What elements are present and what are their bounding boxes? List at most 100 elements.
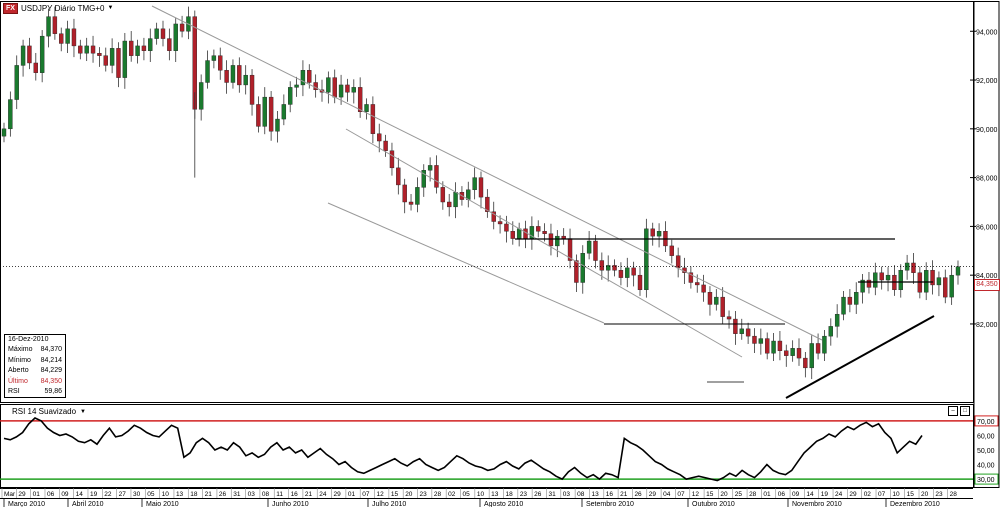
candle-body (745, 328, 751, 337)
y-tick-label: 86,000 (976, 224, 998, 231)
x-day-label: 15 (907, 491, 915, 498)
candle-body (860, 279, 865, 293)
x-day-label: 13 (591, 491, 599, 498)
x-day-label: 31 (548, 491, 556, 498)
x-day-label: 23 (520, 491, 528, 498)
x-day-label: 12 (377, 491, 385, 498)
candle-body (472, 177, 477, 191)
candle-body (936, 277, 942, 286)
x-day-label: 26 (634, 491, 642, 498)
candle-body (656, 231, 662, 237)
info-row-open: Aberto 84,229 (8, 367, 62, 375)
x-month-label: Outubro 2010 (692, 501, 735, 507)
x-day-label: 04 (663, 491, 671, 498)
x-month-label: Abril 2010 (72, 501, 104, 507)
candle-body (128, 40, 134, 56)
candle-body (485, 196, 490, 212)
candle-body (777, 340, 783, 351)
candle-body (78, 45, 83, 54)
candle-body (389, 150, 395, 169)
rsi-level-label: 40,00 (977, 463, 995, 470)
candle-body (122, 40, 128, 78)
candle-body (675, 255, 681, 269)
candle-body (154, 28, 159, 39)
candle-body (841, 296, 846, 315)
candle-body (536, 226, 541, 232)
candle-body (84, 45, 89, 54)
x-day-label: 26 (534, 491, 542, 498)
rsi-title-text: RSI 14 Suavizado (12, 407, 77, 416)
rsi-level-label: 60,00 (977, 433, 995, 440)
x-month-label: Julho 2010 (372, 501, 406, 507)
info-row-max: Máximo 84,370 (8, 346, 62, 354)
x-day-label: 05 (147, 491, 155, 498)
candle-body (211, 55, 217, 61)
x-day-label: 07 (878, 491, 886, 498)
candle-body (421, 170, 426, 188)
x-day-label: 21 (620, 491, 628, 498)
candle-body (707, 292, 713, 305)
candle-body (752, 335, 757, 344)
x-day-label: 14 (806, 491, 814, 498)
x-day-label: 20 (405, 491, 413, 498)
minimize-icon[interactable]: – (948, 406, 958, 416)
y-tick-label: 94,000 (976, 29, 998, 36)
x-month-label: Setembro 2010 (586, 501, 634, 507)
chevron-down-icon[interactable]: ▼ (80, 408, 86, 415)
x-day-label: 09 (61, 491, 69, 498)
candle-body (198, 82, 204, 110)
rsi-line (3, 417, 923, 482)
candle-body (650, 228, 655, 237)
candle-body (97, 53, 102, 56)
x-day-label: 08 (577, 491, 585, 498)
candle-body (300, 70, 306, 86)
candle-body (815, 343, 821, 354)
candle-body (224, 70, 229, 83)
rising-support-line (785, 315, 935, 399)
rsi-level-label: 50,00 (977, 448, 995, 455)
rsi-panel-title[interactable]: RSI 14 Suavizado ▼ (12, 407, 86, 416)
candle-body (415, 187, 420, 205)
x-day-label: 08 (262, 491, 270, 498)
x-day-label: 03 (248, 491, 256, 498)
chart-title-bar[interactable]: FX USDJPY Diário TMG+0 ▼ (3, 2, 113, 14)
x-month-label: Junho 2010 (272, 501, 309, 507)
candle-body (854, 292, 859, 305)
candle-body (924, 270, 929, 293)
candle-body (898, 270, 903, 291)
chevron-down-icon[interactable]: ▼ (107, 5, 114, 11)
candle-body (885, 274, 891, 281)
x-day-label: 14 (76, 491, 84, 498)
candle-body (943, 277, 948, 298)
x-month-label: Maio 2010 (146, 501, 179, 507)
candle-body (39, 35, 45, 73)
x-month-label: Novembro 2010 (792, 501, 842, 507)
candle-body (27, 45, 32, 64)
candle-body (275, 118, 280, 132)
x-month-label: Agosto 2010 (484, 501, 523, 507)
maximize-icon[interactable]: □ (960, 406, 970, 416)
candle-body (580, 253, 585, 283)
candle-body (784, 350, 789, 356)
candle-body (338, 84, 344, 98)
x-day-label: 19 (90, 491, 98, 498)
x-day-label: 16 (606, 491, 614, 498)
candle-body (65, 28, 70, 44)
candle-body (516, 228, 522, 239)
x-day-label: 11 (276, 491, 283, 498)
candle-body (771, 340, 776, 354)
candle-body (453, 192, 458, 208)
main-downtrend-line (151, 5, 823, 341)
candle-body (326, 77, 331, 93)
candle-body (586, 240, 592, 254)
rsi-level-label: 70,00 (977, 419, 995, 426)
info-row-last: Último 84,350 (8, 377, 62, 385)
candle-body (548, 233, 554, 247)
candle-body (281, 104, 287, 120)
info-date: 16-Dez-2010 (8, 336, 49, 343)
candle-body (873, 272, 878, 288)
x-day-label: 28 (434, 491, 442, 498)
candle-body (370, 104, 376, 134)
candle-body (20, 45, 26, 66)
